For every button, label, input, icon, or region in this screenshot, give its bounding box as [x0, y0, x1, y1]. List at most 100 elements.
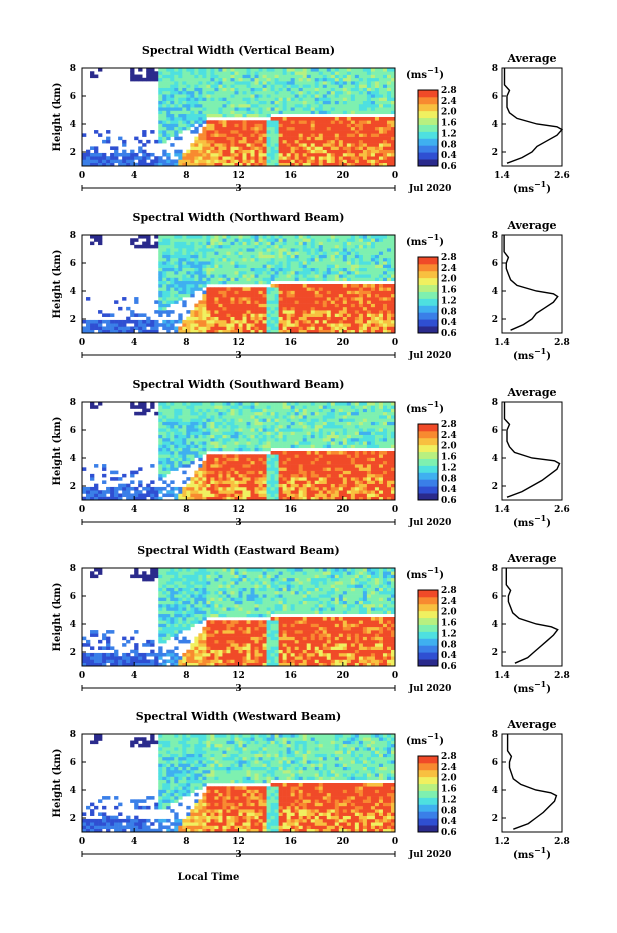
- heatmap-cell: [275, 75, 279, 79]
- heatmap-cell: [194, 268, 198, 272]
- heatmap-cell: [291, 133, 295, 137]
- heatmap-cell: [267, 425, 271, 429]
- heatmap-cell: [303, 474, 307, 478]
- heatmap-cell: [275, 317, 279, 321]
- heatmap-cell: [331, 258, 335, 262]
- heatmap-cell: [182, 127, 186, 131]
- heatmap-cell: [226, 255, 230, 259]
- heatmap-cell: [226, 291, 230, 295]
- heatmap-cell: [218, 448, 222, 452]
- heatmap-cell: [158, 323, 162, 327]
- heatmap-cell: [251, 238, 255, 242]
- heatmap-cell: [323, 78, 327, 82]
- heatmap-cell: [210, 146, 214, 150]
- heatmap-cell: [251, 448, 255, 452]
- heatmap-cell: [243, 258, 247, 262]
- heatmap-cell: [311, 94, 315, 98]
- heatmap-cell: [303, 268, 307, 272]
- heatmap-cell: [335, 159, 339, 163]
- heatmap-cell: [315, 101, 319, 105]
- heatmap-cell: [275, 120, 279, 124]
- heatmap-cell: [194, 444, 198, 448]
- heatmap-cell: [226, 277, 230, 281]
- heatmap-cell: [251, 94, 255, 98]
- heatmap-cell: [158, 467, 162, 471]
- heatmap-cell: [90, 159, 94, 163]
- heatmap-cell: [202, 274, 206, 278]
- heatmap-cell: [222, 412, 226, 416]
- heatmap-cell: [279, 493, 283, 497]
- heatmap-cell: [375, 156, 379, 160]
- heatmap-cell: [166, 68, 170, 72]
- heatmap-cell: [162, 291, 166, 295]
- heatmap-cell: [230, 81, 234, 85]
- heatmap-cell: [210, 480, 214, 484]
- heatmap-cell: [383, 297, 387, 301]
- heatmap-cell: [206, 255, 210, 259]
- heatmap-cell: [387, 245, 391, 249]
- heatmap-cell: [243, 94, 247, 98]
- heatmap-cell: [214, 127, 218, 131]
- heatmap-cell: [182, 487, 186, 491]
- heatmap-cell: [351, 313, 355, 317]
- heatmap-cell: [319, 120, 323, 124]
- heatmap-cell: [138, 323, 142, 327]
- heatmap-cell: [166, 97, 170, 101]
- heatmap-cell: [319, 490, 323, 494]
- heatmap-cell: [307, 451, 311, 455]
- heatmap-cell: [371, 291, 375, 295]
- heatmap-cell: [259, 441, 263, 445]
- heatmap-cell: [263, 110, 267, 114]
- heatmap-cell: [311, 405, 315, 409]
- heatmap-cell: [295, 110, 299, 114]
- heatmap-cell: [315, 431, 319, 435]
- heatmap-cell: [234, 255, 238, 259]
- heatmap-cell: [194, 480, 198, 484]
- heatmap-cell: [355, 313, 359, 317]
- heatmap-cell: [255, 104, 259, 108]
- heatmap-cell: [283, 97, 287, 101]
- heatmap-cell: [166, 484, 170, 488]
- heatmap-cell: [243, 97, 247, 101]
- heatmap-cell: [186, 271, 190, 275]
- heatmap-cell: [379, 88, 383, 92]
- heatmap-cell: [230, 97, 234, 101]
- heatmap-cell: [218, 143, 222, 147]
- heatmap-cell: [311, 110, 315, 114]
- heatmap-cell: [194, 130, 198, 134]
- heatmap-cell: [359, 320, 363, 324]
- heatmap-cell: [319, 91, 323, 95]
- heatmap-cell: [271, 235, 275, 239]
- heatmap-cell: [90, 474, 94, 478]
- heatmap-cell: [170, 274, 174, 278]
- heatmap-cell: [375, 84, 379, 88]
- heatmap-cell: [315, 120, 319, 124]
- heatmap-cell: [271, 130, 275, 134]
- heatmap-cell: [255, 264, 259, 268]
- heatmap-cell: [158, 264, 162, 268]
- heatmap-cell: [315, 422, 319, 426]
- heatmap-cell: [259, 91, 263, 95]
- heatmap-cell: [218, 78, 222, 82]
- heatmap-cell: [327, 117, 331, 121]
- heatmap-cell: [214, 471, 218, 475]
- heatmap-cell: [202, 153, 206, 157]
- heatmap-cell: [303, 91, 307, 95]
- heatmap-cell: [299, 425, 303, 429]
- heatmap-cell: [243, 412, 247, 416]
- heatmap-cell: [295, 120, 299, 124]
- heatmap-cell: [206, 104, 210, 108]
- heatmap-cell: [230, 431, 234, 435]
- heatmap-cell: [90, 490, 94, 494]
- heatmap-cell: [162, 75, 166, 79]
- heatmap-cell: [299, 480, 303, 484]
- heatmap-cell: [259, 422, 263, 426]
- heatmap-cell: [239, 81, 243, 85]
- heatmap-cell: [154, 300, 158, 304]
- heatmap-cell: [343, 88, 347, 92]
- heatmap-cell: [347, 107, 351, 111]
- heatmap-cell: [198, 326, 202, 330]
- heatmap-cell: [206, 484, 210, 488]
- heatmap-cell: [218, 415, 222, 419]
- heatmap-cell: [158, 159, 162, 163]
